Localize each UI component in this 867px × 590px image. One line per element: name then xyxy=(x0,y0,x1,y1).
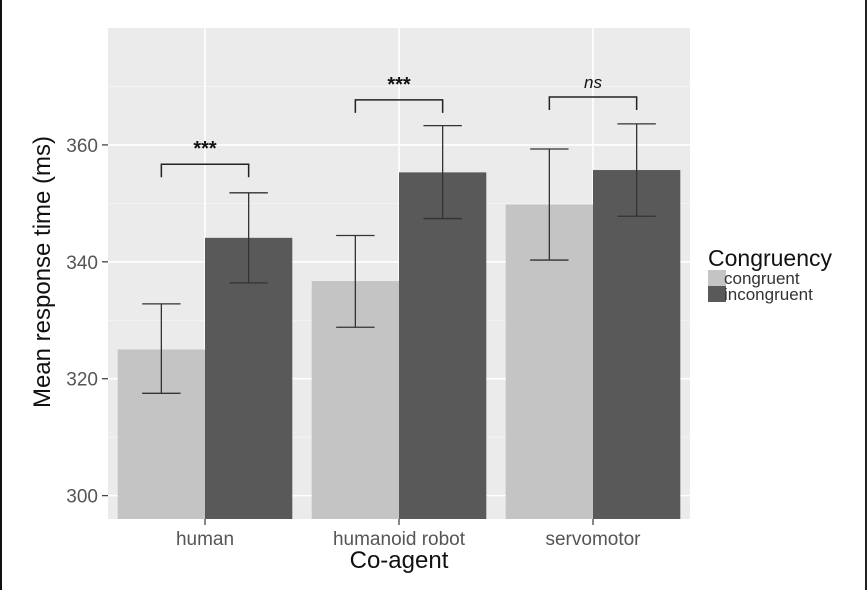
error-bars xyxy=(142,123,656,394)
error-bar-congruent-1 xyxy=(336,234,375,328)
bar-incongruent-1 xyxy=(399,172,487,519)
legend-key-congruent xyxy=(708,270,726,286)
error-bar-congruent-0 xyxy=(142,303,181,394)
error-bar-incongruent-1 xyxy=(423,124,462,220)
significance-label-2: ns xyxy=(584,73,602,92)
legend-label-congruent: congruent xyxy=(724,269,800,288)
bar-incongruent-2 xyxy=(593,170,681,519)
significance-bracket-2 xyxy=(548,96,638,110)
legend: Congruency congruent incongruent xyxy=(708,245,833,304)
significance-label-1: *** xyxy=(387,74,411,96)
y-tick-label: 340 xyxy=(66,253,98,274)
significance-bracket-1 xyxy=(354,99,444,113)
significance-label-0: *** xyxy=(193,138,217,160)
y-axis-title: Mean response time (ms) xyxy=(29,136,56,408)
legend-key-incongruent xyxy=(708,286,726,302)
y-tick-label: 360 xyxy=(66,136,98,157)
y-tick-label: 300 xyxy=(66,487,98,508)
x-tick-label: humanoid robot xyxy=(333,529,466,550)
significance-bracket-0 xyxy=(160,163,250,178)
x-tick-label: human xyxy=(176,529,234,550)
error-bar-incongruent-2 xyxy=(617,123,656,217)
left-border-line xyxy=(0,0,2,590)
error-bar-congruent-2 xyxy=(530,148,569,261)
axes: 300 320 340 360 human humanoid robot servomoto… xyxy=(66,136,641,550)
legend-title: Congruency xyxy=(708,245,833,271)
legend-label-incongruent: incongruent xyxy=(724,285,813,304)
y-tick-label: 320 xyxy=(66,370,98,391)
bars xyxy=(117,170,681,519)
error-bar-incongruent-0 xyxy=(229,192,268,284)
x-tick-label: servomotor xyxy=(545,529,641,550)
bar-incongruent-0 xyxy=(205,237,293,519)
significance-annotations: *** *** ns xyxy=(160,73,638,178)
right-border-line xyxy=(865,0,867,590)
x-axis-title: Co-agent xyxy=(350,547,449,574)
